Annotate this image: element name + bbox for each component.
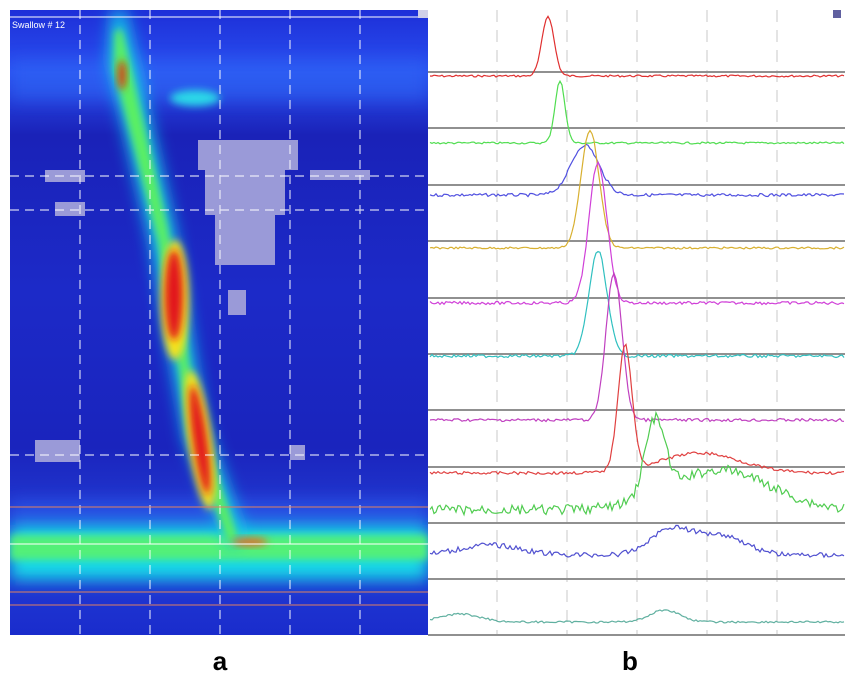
heatmap-panel: Swallow # 12 bbox=[10, 10, 428, 635]
pressure-trace bbox=[429, 271, 845, 423]
pressure-trace bbox=[429, 524, 845, 559]
pressure-trace bbox=[429, 609, 845, 624]
artifact bbox=[55, 202, 85, 216]
artifact bbox=[215, 215, 275, 265]
pressure-trace bbox=[429, 143, 845, 198]
pressure-trace bbox=[429, 129, 845, 250]
corner-icon bbox=[418, 10, 428, 18]
pressure-trace bbox=[429, 79, 845, 145]
heatmap-band bbox=[10, 535, 428, 560]
tracing-panel bbox=[428, 10, 845, 636]
heatmap-band bbox=[10, 60, 428, 100]
corner-icon bbox=[833, 10, 841, 18]
artifact bbox=[198, 140, 298, 170]
panel-label: a bbox=[213, 646, 228, 676]
pressure-trace bbox=[429, 410, 845, 517]
artifact bbox=[35, 440, 80, 462]
pressure-trace bbox=[429, 160, 845, 306]
artifact bbox=[45, 170, 85, 182]
heatmap-peak bbox=[189, 385, 211, 495]
artifact bbox=[310, 170, 370, 180]
pressure-trace bbox=[429, 15, 845, 78]
panel-label: b bbox=[622, 646, 638, 676]
heatmap-blob bbox=[170, 90, 220, 106]
pressure-trace bbox=[429, 343, 845, 476]
artifact bbox=[205, 170, 285, 215]
artifact-blobs bbox=[35, 140, 370, 462]
heatmap-peak bbox=[165, 250, 183, 340]
artifact bbox=[290, 445, 305, 460]
heatmap-peak bbox=[118, 60, 126, 90]
panel-title: Swallow # 12 bbox=[12, 20, 65, 30]
artifact bbox=[228, 290, 246, 315]
heatmap-peak bbox=[232, 538, 268, 546]
heatmap-gridlines bbox=[10, 10, 428, 635]
pressure-trace bbox=[429, 250, 845, 359]
